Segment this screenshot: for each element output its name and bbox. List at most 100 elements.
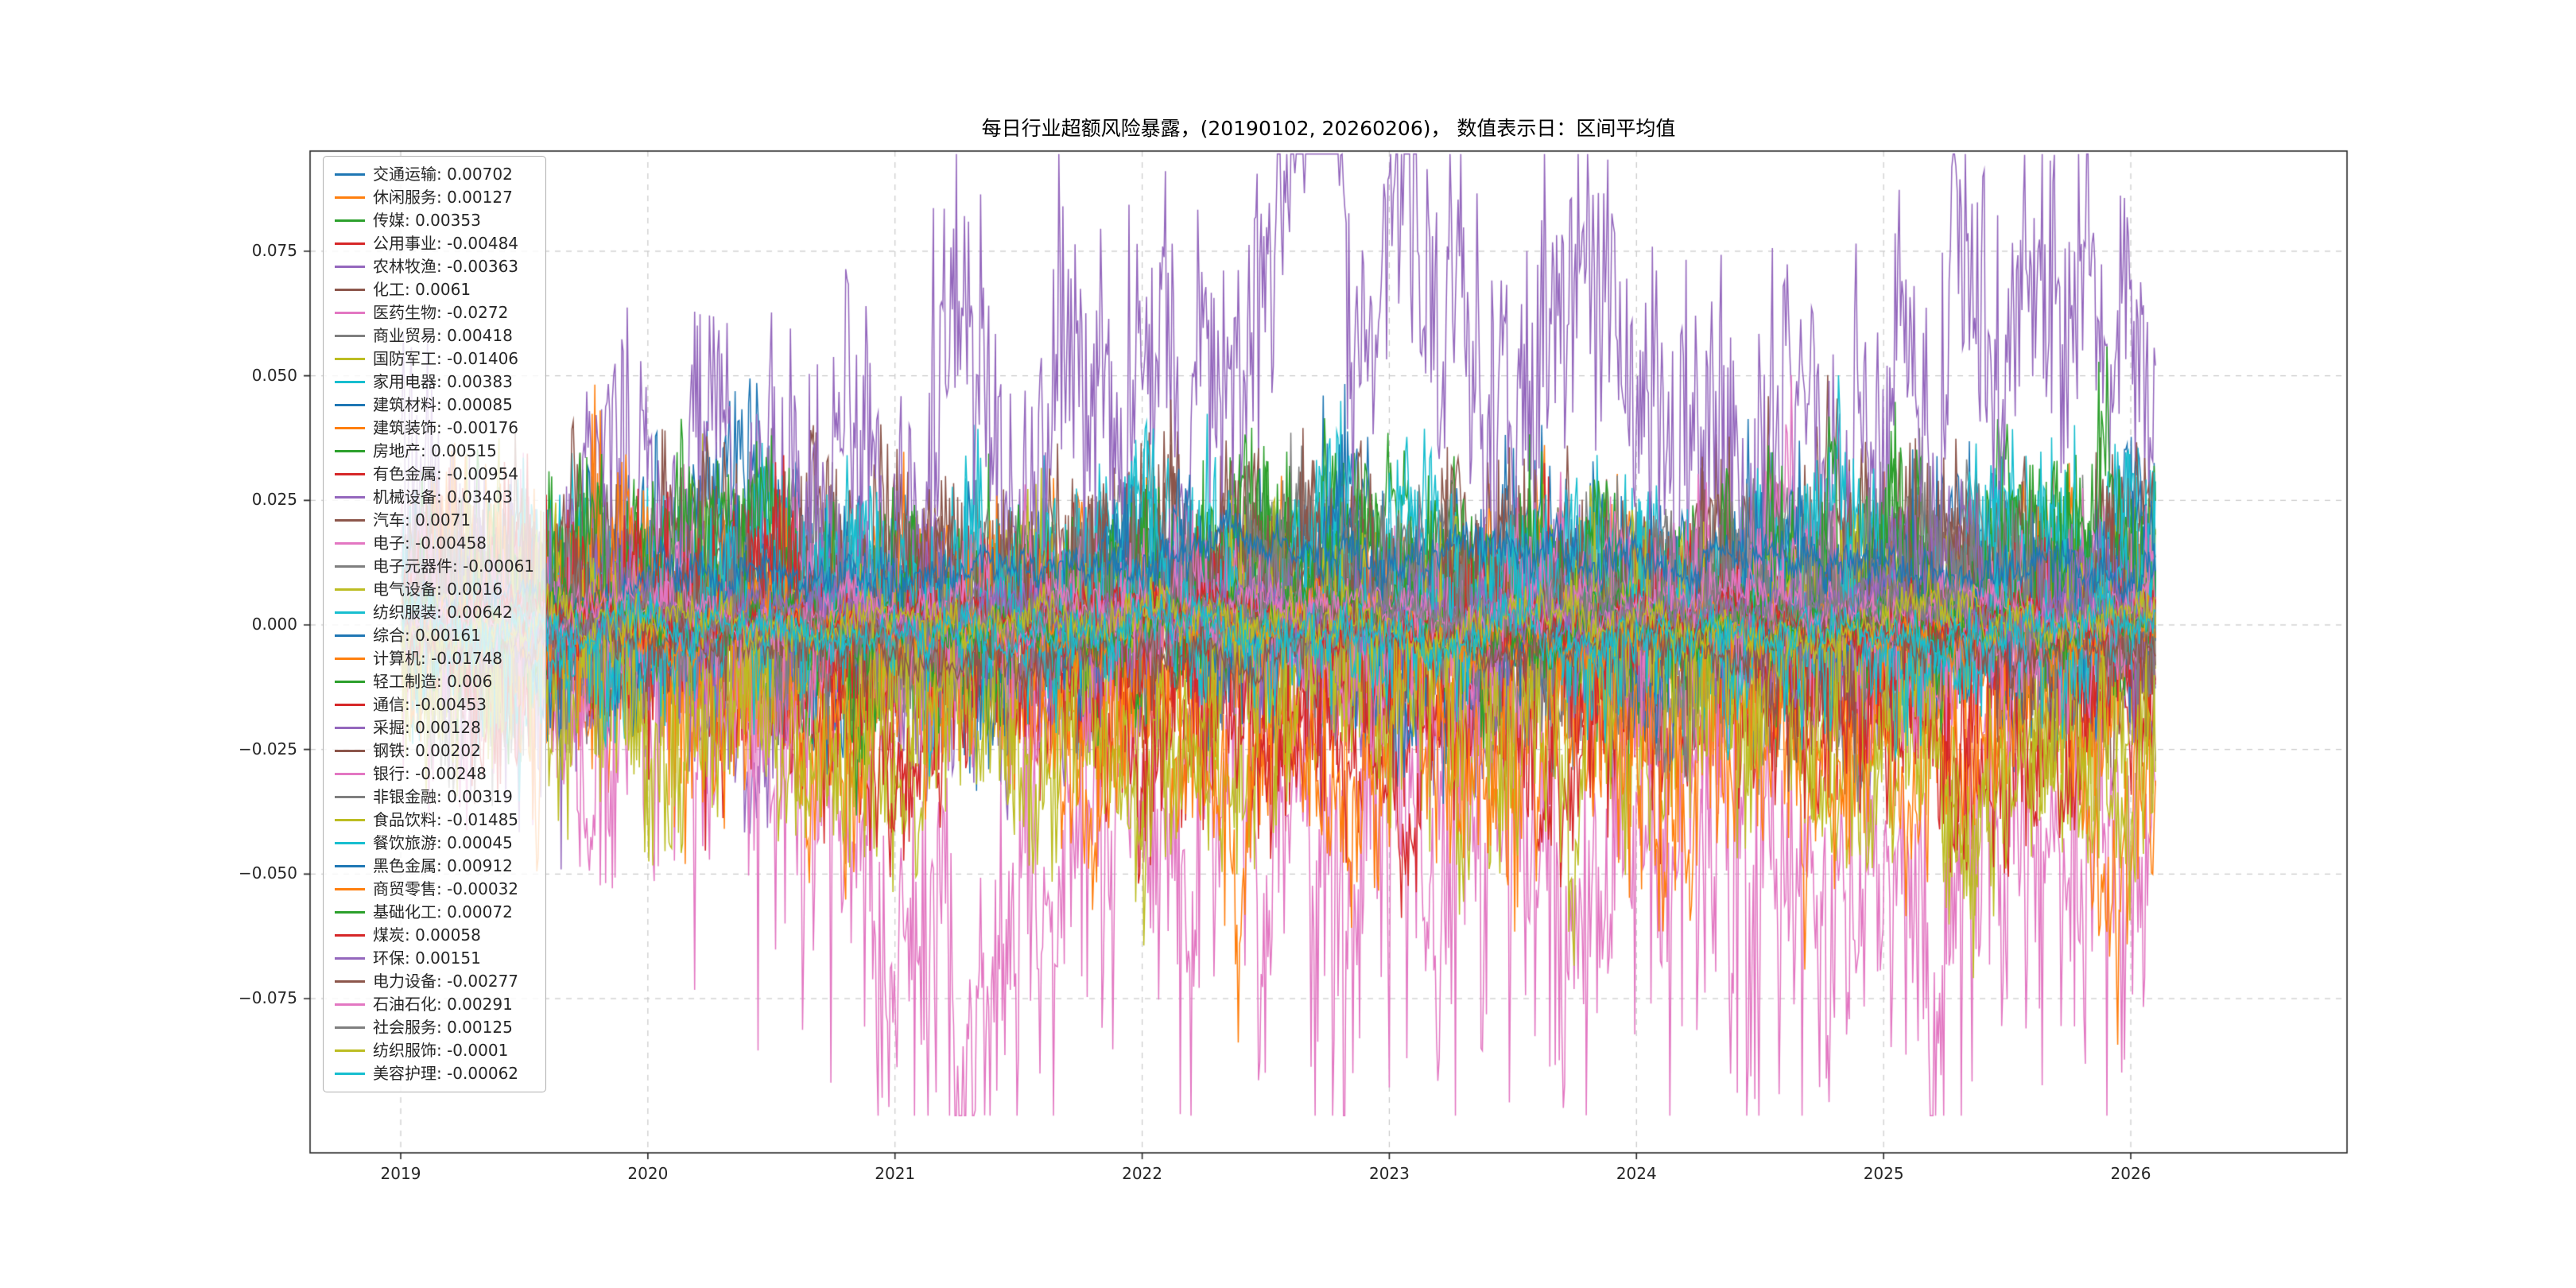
legend-item-label: 有色金属: -0.00954 xyxy=(373,464,519,483)
legend-line-swatch xyxy=(335,565,365,568)
legend-line-swatch xyxy=(335,888,365,890)
legend-item-label: 汽车: 0.0071 xyxy=(373,510,471,530)
legend-item-label: 纺织服饰: -0.0001 xyxy=(373,1041,509,1060)
legend-line-swatch xyxy=(335,427,365,429)
legend-item: 电力设备: -0.00277 xyxy=(328,970,541,993)
legend-item: 国防军工: -0.01406 xyxy=(328,347,541,370)
legend-line-swatch xyxy=(335,312,365,314)
y-tick-label: 0.075 xyxy=(251,240,297,260)
y-tick-label: −0.025 xyxy=(238,739,297,758)
legend-item-label: 电气设备: 0.0016 xyxy=(373,580,503,599)
legend-line-swatch xyxy=(335,1026,365,1029)
legend-item: 汽车: 0.0071 xyxy=(328,509,541,532)
y-tick-label: 0.025 xyxy=(251,490,297,510)
legend-item: 煤炭: 0.00058 xyxy=(328,924,541,947)
legend-line-swatch xyxy=(335,750,365,752)
legend-item: 基础化工: 0.00072 xyxy=(328,901,541,924)
legend-item-label: 环保: 0.00151 xyxy=(373,949,481,968)
legend-line-swatch xyxy=(335,289,365,291)
legend-line-swatch xyxy=(335,842,365,844)
legend-item-label: 家用电器: 0.00383 xyxy=(373,372,513,391)
legend-line-swatch xyxy=(335,381,365,383)
legend-item-label: 商业贸易: 0.00418 xyxy=(373,326,513,345)
legend-item: 休闲服务: 0.00127 xyxy=(328,186,541,209)
legend-line-swatch xyxy=(335,219,365,222)
legend-item: 钢铁: 0.00202 xyxy=(328,739,541,762)
legend-line-swatch xyxy=(335,242,365,245)
legend-line-swatch xyxy=(335,450,365,452)
legend-line-swatch xyxy=(335,266,365,268)
legend-item-label: 医药生物: -0.0272 xyxy=(373,303,509,322)
legend-item-label: 黑色金属: 0.00912 xyxy=(373,856,513,875)
legend-item: 通信: -0.00453 xyxy=(328,693,541,716)
legend-item: 采掘: 0.00128 xyxy=(328,716,541,739)
legend-line-swatch xyxy=(335,704,365,706)
legend-item: 综合: 0.00161 xyxy=(328,624,541,647)
legend-item-label: 国防军工: -0.01406 xyxy=(373,349,519,368)
legend-item: 美容护理: -0.00062 xyxy=(328,1062,541,1085)
legend-line-swatch xyxy=(335,634,365,637)
legend-line-swatch xyxy=(335,980,365,983)
legend-line-swatch xyxy=(335,773,365,775)
legend-item: 建筑材料: 0.00085 xyxy=(328,394,541,417)
x-tick-label: 2026 xyxy=(2110,1164,2151,1183)
legend-item: 黑色金属: 0.00912 xyxy=(328,855,541,878)
legend-item: 食品饮料: -0.01485 xyxy=(328,809,541,832)
legend-item-label: 电子元器件: -0.00061 xyxy=(373,557,535,576)
legend-item-label: 化工: 0.0061 xyxy=(373,280,471,299)
legend-line-swatch xyxy=(335,796,365,798)
legend-item: 轻工制造: 0.006 xyxy=(328,670,541,693)
legend-item: 传媒: 0.00353 xyxy=(328,209,541,232)
legend-item-label: 煤炭: 0.00058 xyxy=(373,925,481,945)
legend-item: 非银金融: 0.00319 xyxy=(328,786,541,809)
legend-item: 机械设备: 0.03403 xyxy=(328,486,541,509)
legend-line-swatch xyxy=(335,588,365,591)
legend-item: 社会服务: 0.00125 xyxy=(328,1016,541,1039)
legend-item-label: 钢铁: 0.00202 xyxy=(373,741,481,760)
legend-item-label: 餐饮旅游: 0.00045 xyxy=(373,833,513,852)
legend-line-swatch xyxy=(335,473,365,475)
legend-line-swatch xyxy=(335,173,365,176)
legend-line-swatch xyxy=(335,196,365,199)
plot-title: 每日行业超额风险暴露，(20190102, 20260206)， 数值表示日：区… xyxy=(981,117,1676,140)
legend-item: 建筑装饰: -0.00176 xyxy=(328,417,541,440)
legend-item-label: 食品饮料: -0.01485 xyxy=(373,810,519,829)
legend-item-label: 交通运输: 0.00702 xyxy=(373,165,513,184)
legend-item: 银行: -0.00248 xyxy=(328,762,541,786)
legend-item: 纺织服装: 0.00642 xyxy=(328,601,541,624)
legend-item-label: 公用事业: -0.00484 xyxy=(373,234,519,253)
legend-item: 石油石化: 0.00291 xyxy=(328,993,541,1016)
legend-line-swatch xyxy=(335,911,365,914)
legend-line-swatch xyxy=(335,957,365,960)
legend-item: 化工: 0.0061 xyxy=(328,278,541,301)
x-tick-label: 2019 xyxy=(380,1164,421,1183)
legend-item-label: 非银金融: 0.00319 xyxy=(373,787,513,806)
legend-item-label: 电子: -0.00458 xyxy=(373,533,487,553)
legend-item-label: 商贸零售: -0.00032 xyxy=(373,879,519,898)
legend-item-label: 银行: -0.00248 xyxy=(373,764,487,783)
legend-item: 餐饮旅游: 0.00045 xyxy=(328,832,541,855)
legend-line-swatch xyxy=(335,934,365,937)
x-tick-label: 2023 xyxy=(1368,1164,1410,1183)
legend-line-swatch xyxy=(335,404,365,406)
legend-item: 家用电器: 0.00383 xyxy=(328,370,541,394)
legend-item-label: 社会服务: 0.00125 xyxy=(373,1018,513,1037)
x-tick-label: 2020 xyxy=(627,1164,669,1183)
legend-item: 有色金属: -0.00954 xyxy=(328,463,541,486)
legend-item-label: 采掘: 0.00128 xyxy=(373,718,481,737)
legend-item: 计算机: -0.01748 xyxy=(328,647,541,670)
legend-item-label: 休闲服务: 0.00127 xyxy=(373,188,513,207)
legend-line-swatch xyxy=(335,1049,365,1052)
legend-line-swatch xyxy=(335,611,365,614)
legend-item: 房地产: 0.00515 xyxy=(328,440,541,463)
legend: 交通运输: 0.00702 休闲服务: 0.00127 传媒: 0.00353 公用事… xyxy=(323,156,547,1092)
legend-item: 纺织服饰: -0.0001 xyxy=(328,1039,541,1062)
legend-item: 交通运输: 0.00702 xyxy=(328,163,541,186)
legend-item-label: 传媒: 0.00353 xyxy=(373,211,481,230)
y-tick-label: 0.050 xyxy=(251,365,297,385)
legend-item-label: 轻工制造: 0.006 xyxy=(373,672,493,691)
legend-item: 商贸零售: -0.00032 xyxy=(328,878,541,901)
legend-item-label: 美容护理: -0.00062 xyxy=(373,1064,519,1083)
legend-item-label: 电力设备: -0.00277 xyxy=(373,972,519,991)
